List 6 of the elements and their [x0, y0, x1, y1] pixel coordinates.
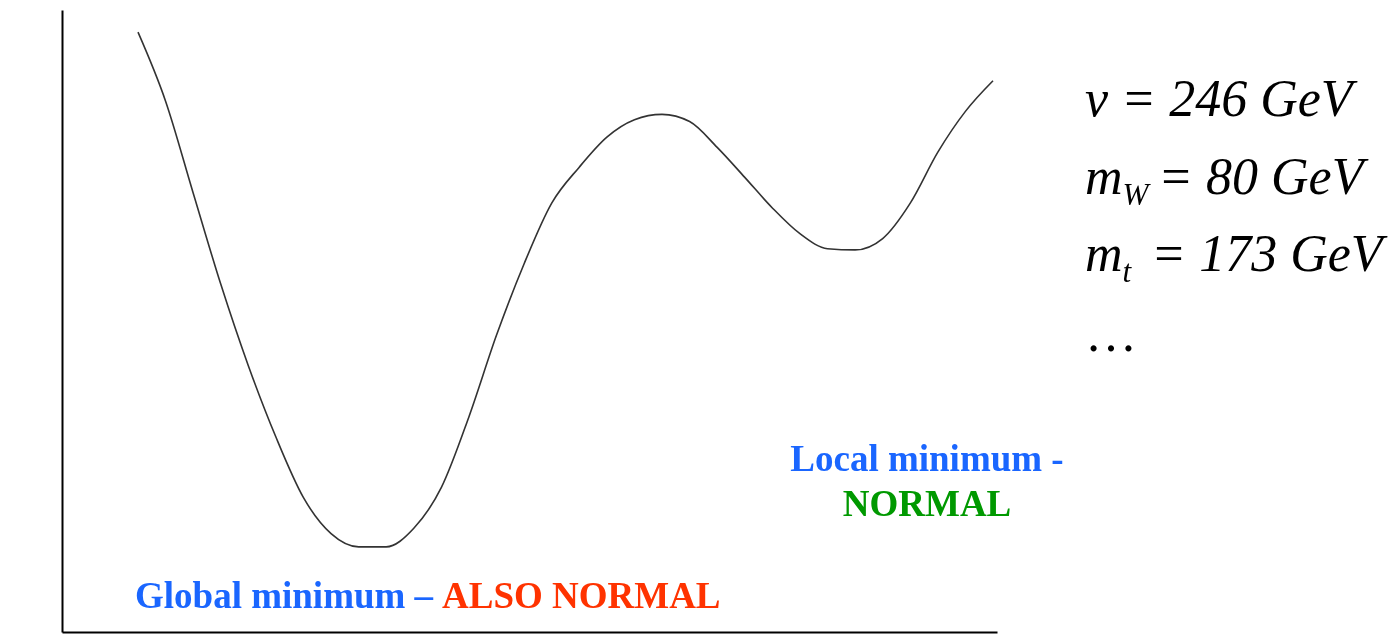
text: … — [1085, 305, 1137, 362]
annotation: Local minimum - — [790, 438, 1064, 479]
text: v = 246 GeV — [1085, 70, 1358, 127]
annotation: Global minimum – — [135, 575, 434, 616]
annotation: NORMAL — [842, 483, 1012, 524]
annotation: ALSO NORMAL — [442, 575, 721, 616]
